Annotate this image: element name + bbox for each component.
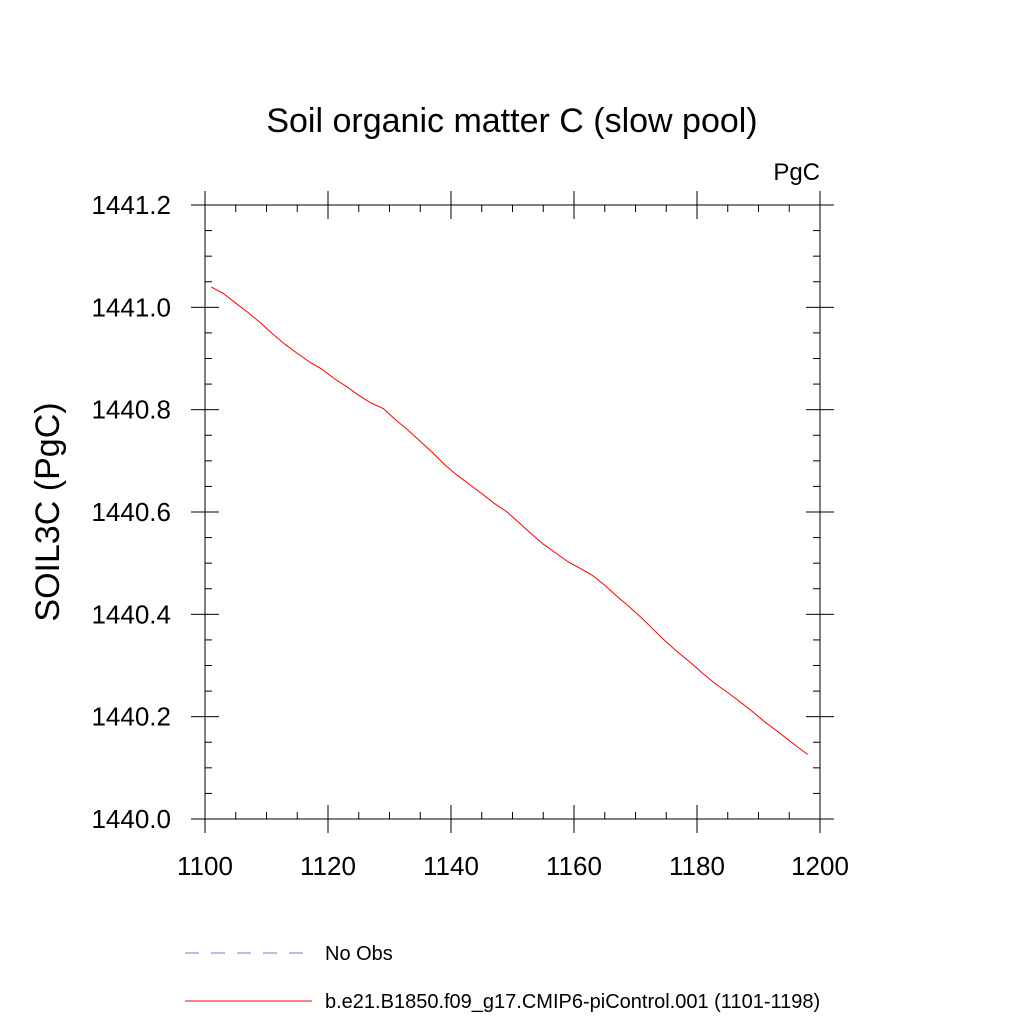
units-label: PgC [773, 159, 820, 186]
x-tick-label: 1180 [669, 851, 725, 881]
y-tick-label: 1440.0 [91, 804, 171, 834]
y-tick-label: 1440.4 [91, 599, 171, 629]
x-tick-label: 1140 [423, 851, 479, 881]
series-line-1 [210, 286, 808, 755]
axis-ticks: 1100 1120 1140 1160 1180 1200 1440.0 1440.2 1440… [91, 190, 848, 881]
x-tick-label: 1100 [177, 851, 233, 881]
x-tick-label: 1160 [546, 851, 602, 881]
x-tick-label: 1120 [300, 851, 356, 881]
legend-label-0: No Obs [325, 943, 393, 965]
y-tick-label: 1441.2 [91, 190, 171, 220]
plot-frame [204, 204, 821, 820]
series-layer [210, 286, 808, 755]
chart-title: Soil organic matter C (slow pool) [266, 102, 757, 140]
legend: No Obs b.e21.B1850.f09_g17.CMIP6-piContro… [185, 943, 820, 1013]
x-tick-label: 1200 [791, 851, 849, 881]
y-axis-label: SOIL3C (PgC) [29, 402, 67, 621]
y-tick-label: 1441.0 [91, 292, 171, 322]
y-tick-label: 1440.2 [91, 702, 171, 732]
y-tick-label: 1440.6 [91, 497, 171, 527]
legend-label-1: b.e21.B1850.f09_g17.CMIP6-piControl.001 … [325, 991, 820, 1013]
y-tick-label: 1440.8 [91, 395, 171, 425]
